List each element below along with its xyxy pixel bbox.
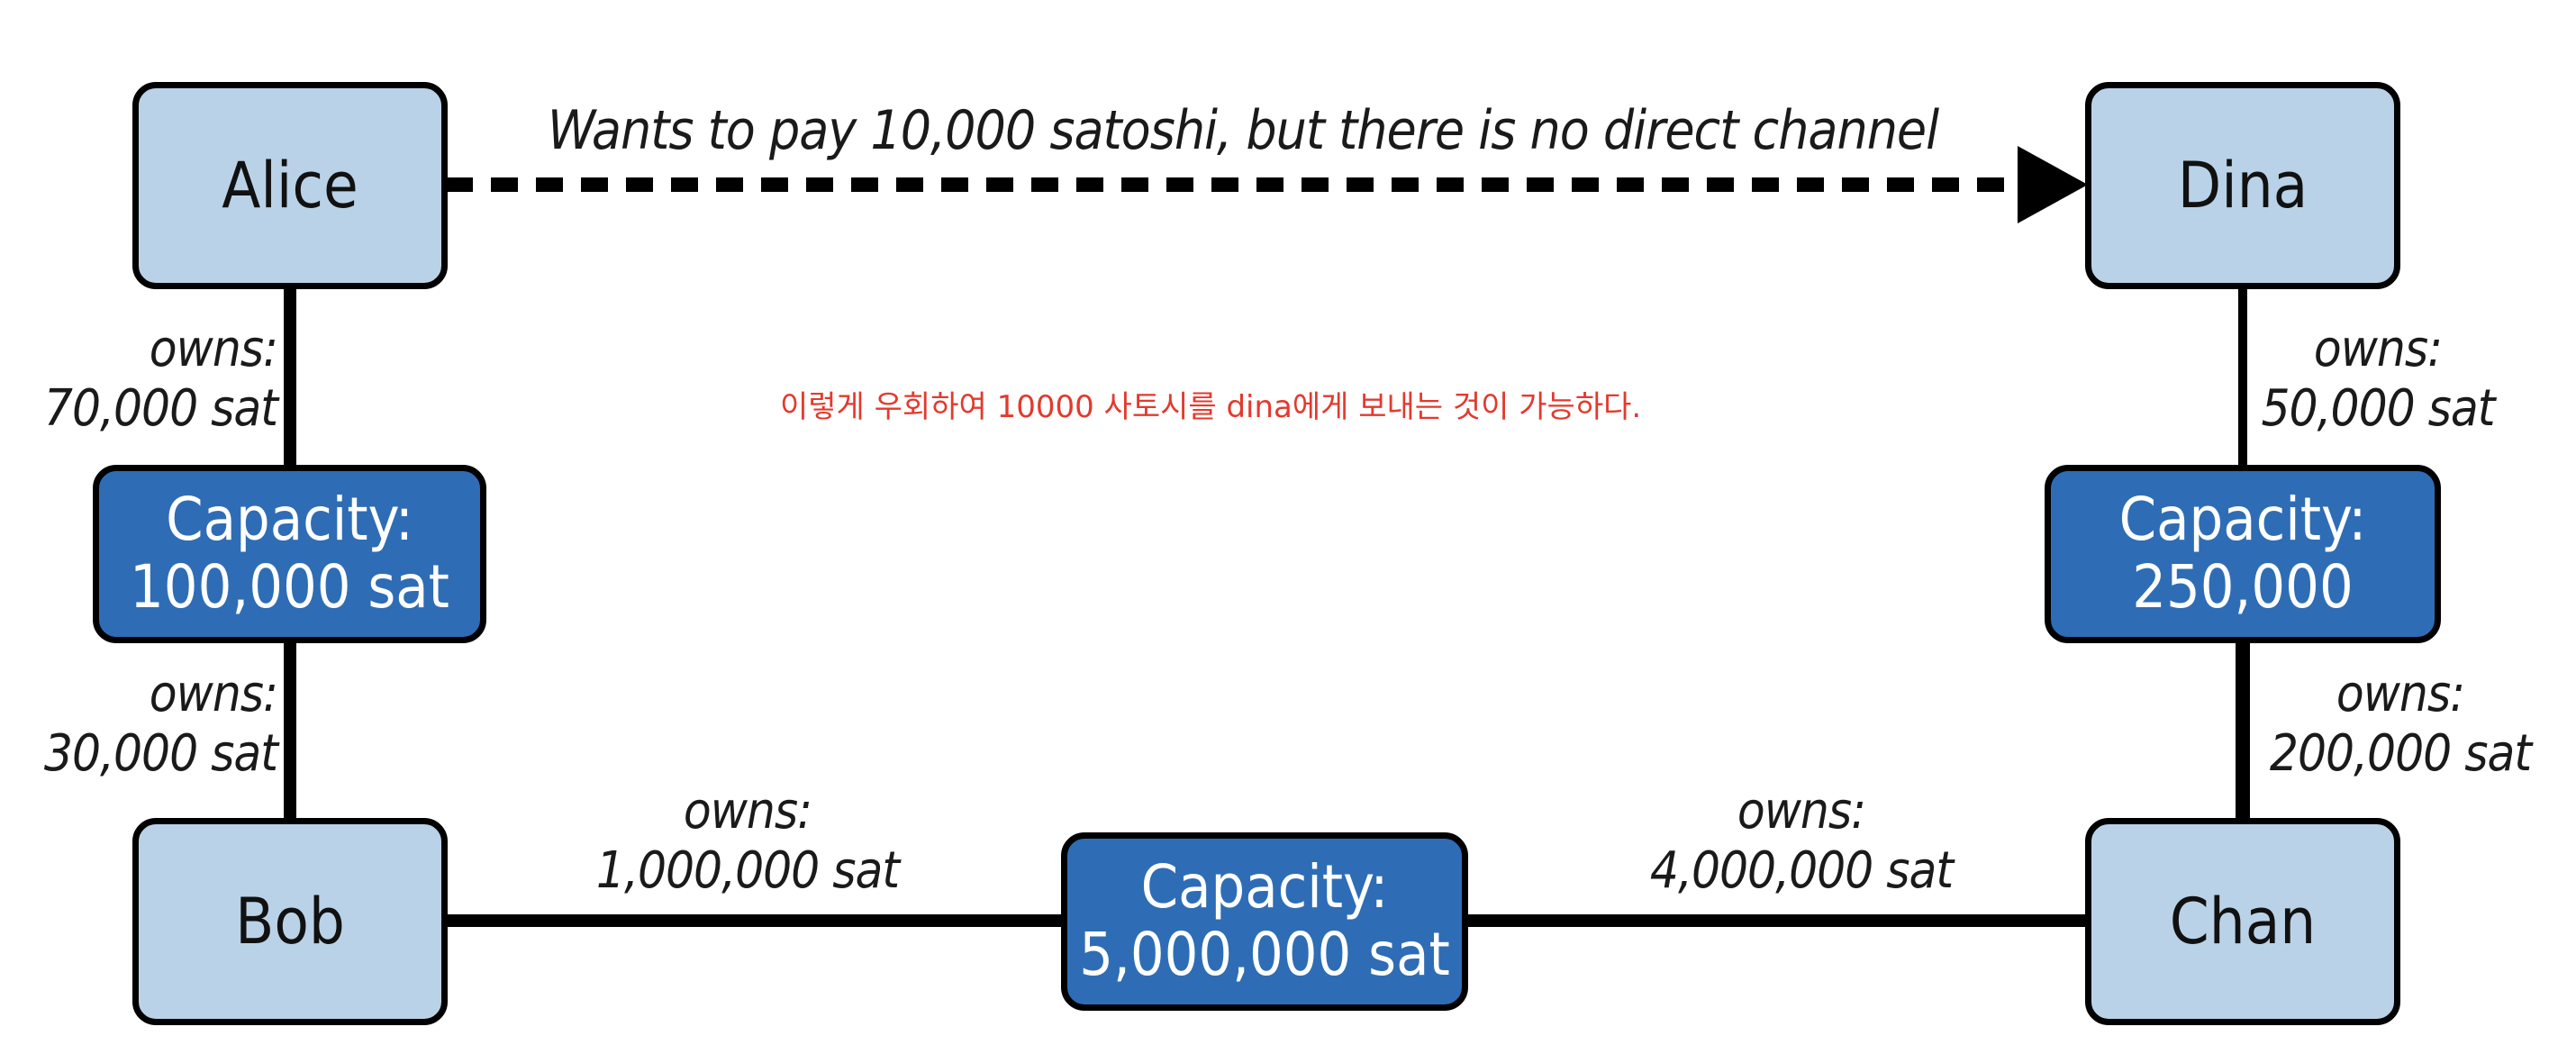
node-alice-label: Alice: [222, 149, 358, 223]
owns-label-dina: owns: 50,000 sat: [2261, 320, 2495, 439]
owns-label-chan-horizontal: owns: 4,000,000 sat: [1649, 782, 1954, 901]
node-bob-label: Bob: [235, 885, 345, 959]
owns-label-bob-horizontal: owns: 1,000,000 sat: [595, 782, 900, 901]
annotation-note: 이렇게 우회하여 10000 사토시를 dina에게 보내는 것이 가능하다.: [780, 389, 1642, 425]
node-dina-label: Dina: [2177, 149, 2308, 223]
node-bob: Bob: [132, 818, 448, 1025]
node-chan-label: Chan: [2169, 885, 2317, 959]
owns-label-alice: owns: 70,000 sat: [43, 320, 278, 439]
capacity-alice-bob: Capacity: 100,000 sat: [93, 465, 486, 643]
capacity-chan-dina-label: Capacity: 250,000: [2118, 485, 2367, 622]
capacity-alice-bob-label: Capacity: 100,000 sat: [130, 485, 449, 622]
node-alice: Alice: [132, 82, 448, 289]
owns-label-bob-vertical: owns: 30,000 sat: [43, 665, 278, 784]
owns-label-chan-vertical: owns: 200,000 sat: [2269, 665, 2532, 784]
node-dina: Dina: [2085, 82, 2400, 289]
payment-description: Wants to pay 10,000 satoshi, but there i…: [547, 99, 1939, 162]
payment-arrowhead: [2018, 146, 2088, 223]
node-chan: Chan: [2085, 818, 2400, 1025]
capacity-bob-chan: Capacity: 5,000,000 sat: [1061, 832, 1468, 1011]
capacity-bob-chan-label: Capacity: 5,000,000 sat: [1079, 852, 1450, 989]
capacity-chan-dina: Capacity: 250,000: [2045, 465, 2441, 643]
